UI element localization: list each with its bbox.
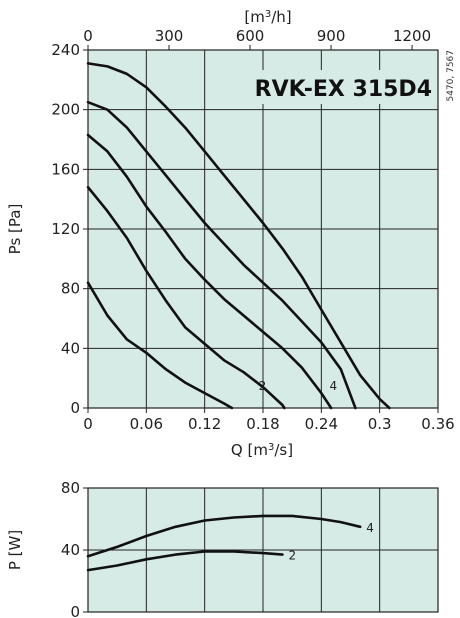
y-tick-label: 120 — [51, 220, 80, 238]
pressure-curve-3 — [86, 133, 333, 410]
model-label-background — [262, 70, 434, 104]
curve-label-4: 4 — [330, 379, 338, 393]
power-curve-4 — [86, 514, 362, 558]
y-tick-label: 240 — [51, 41, 80, 59]
x-tick-label: 0.3 — [368, 415, 392, 433]
pressure-top-ticks: 0 300 600 900 1200 — [83, 27, 431, 50]
x-tick-label: 0.24 — [305, 415, 338, 433]
top-tick-label: 900 — [317, 27, 346, 45]
y-tick-label: 80 — [61, 280, 80, 298]
y-axis-label: Ps [Pa] — [6, 204, 24, 255]
top-tick-label: 0 — [83, 27, 93, 45]
top-axis-unit: [m3/h] — [244, 8, 291, 26]
pressure-curves — [86, 62, 391, 410]
x-axis-label: Q [m3/s] — [231, 441, 293, 459]
pressure-curve-5 — [86, 62, 391, 410]
curve-label-2: 2 — [259, 379, 267, 393]
side-code: 5470, 7567 — [446, 50, 456, 102]
top-tick-label: 600 — [236, 27, 265, 45]
y-tick-label: 80 — [61, 479, 80, 497]
top-tick-label: 300 — [155, 27, 184, 45]
pressure-y-ticks: 0 40 80 120 160 200 240 — [51, 41, 88, 417]
pressure-x-ticks: 0 0.06 0.12 0.18 0.24 0.3 0.36 — [83, 408, 455, 433]
pressure-chart: 0 0.06 0.12 0.18 0.24 0.3 0.36 040801201602002… — [6, 8, 456, 459]
power-curve-2 — [86, 550, 284, 572]
y-tick-label: 0 — [70, 603, 80, 618]
pressure-curve-2 — [86, 185, 286, 410]
y-tick-label: 200 — [51, 101, 80, 119]
power-y-ticks: 0 40 80 — [61, 479, 88, 618]
model-label: RVK-EX 315D4 — [255, 77, 432, 102]
x-tick-label: 0.36 — [421, 415, 454, 433]
pressure-curve-1 — [86, 281, 234, 410]
x-tick-label: 0.18 — [246, 415, 279, 433]
power-curves — [86, 514, 362, 572]
power-y-axis-label: P [W] — [6, 530, 24, 570]
y-tick-label: 40 — [61, 339, 80, 357]
y-tick-label: 0 — [70, 399, 80, 417]
y-tick-label: 160 — [51, 160, 80, 178]
x-tick-label: 0.12 — [188, 415, 221, 433]
pressure-curve-4 — [86, 100, 357, 410]
power-curve-label-4: 4 — [366, 521, 374, 535]
top-tick-label: 1200 — [393, 27, 431, 45]
power-curve-label-2: 2 — [288, 549, 296, 563]
x-tick-label: 0 — [83, 415, 93, 433]
x-tick-label: 0.06 — [130, 415, 163, 433]
y-tick-label: 40 — [61, 541, 80, 559]
power-curve-labels: 42 — [288, 521, 373, 563]
